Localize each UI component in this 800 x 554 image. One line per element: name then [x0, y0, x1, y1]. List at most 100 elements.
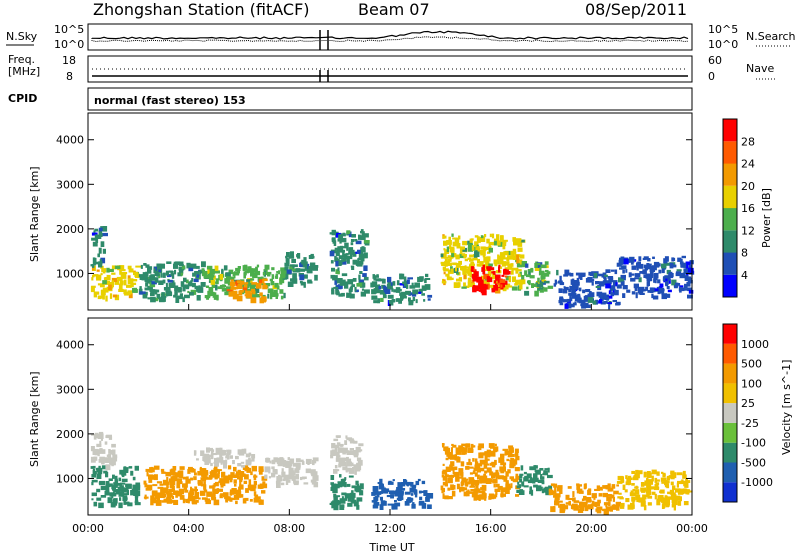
- scatter-cell: [511, 450, 514, 453]
- scatter-cell: [411, 503, 416, 509]
- scatter-cell: [656, 471, 660, 476]
- scatter-cell: [154, 289, 158, 295]
- scatter-cell: [450, 467, 453, 471]
- scatter-cell: [190, 477, 194, 481]
- scatter-cell: [447, 487, 451, 491]
- scatter-cell: [182, 476, 187, 480]
- scatter-cell: [688, 264, 693, 269]
- scatter-cell: [643, 256, 649, 260]
- scatter-cell: [494, 474, 500, 477]
- scatter-cell: [496, 238, 500, 244]
- scatter-cell: [629, 256, 635, 263]
- scatter-cell: [203, 274, 209, 279]
- scatter-cell: [567, 272, 571, 276]
- scatter-cell: [209, 471, 214, 475]
- scatter-cell: [533, 473, 538, 479]
- scatter-cell: [169, 481, 175, 485]
- scatter-cell: [357, 459, 363, 466]
- scatter-cell: [355, 469, 361, 472]
- scatter-cell: [505, 275, 511, 281]
- scatter-cell: [410, 493, 414, 496]
- scatter-cell: [470, 266, 474, 272]
- scatter-cell: [98, 481, 105, 485]
- scatter-cell: [649, 270, 654, 277]
- scatter-cell: [250, 270, 254, 277]
- scatter-cell: [364, 233, 369, 238]
- scatter-cell: [671, 257, 675, 262]
- scatter-cell: [515, 268, 519, 274]
- scatter-cell: [673, 498, 676, 502]
- scatter-cell: [170, 471, 176, 476]
- scatter-cell: [239, 484, 244, 490]
- scatter-cell: [237, 476, 242, 480]
- scatter-cell: [312, 457, 319, 462]
- scatter-cell: [483, 274, 490, 280]
- scatter-cell: [146, 471, 149, 477]
- scatter-cell: [688, 289, 694, 294]
- scatter-cell: [359, 490, 364, 496]
- scatter-cell: [300, 268, 306, 272]
- scatter-cell: [652, 295, 659, 300]
- scatter-cell: [473, 488, 479, 494]
- scatter-cell: [472, 458, 475, 462]
- scatter-cell: [481, 275, 484, 281]
- scatter-cell: [455, 254, 460, 260]
- scatter-cell: [166, 482, 169, 489]
- scatter-cell: [251, 454, 256, 459]
- scatter-cell: [441, 262, 446, 266]
- scatter-cell: [374, 285, 379, 291]
- scatter-cell: [467, 466, 474, 469]
- scatter-cell: [330, 455, 334, 459]
- scatter-cell: [479, 477, 482, 484]
- freq-label: Freq.: [8, 53, 35, 66]
- scatter-cell: [291, 278, 298, 284]
- scatter-cell: [559, 302, 564, 306]
- scatter-cell: [194, 271, 200, 275]
- scatter-cell: [106, 454, 110, 458]
- scatter-cell: [460, 246, 465, 250]
- scatter-cell: [253, 481, 257, 486]
- scatter-cell: [134, 465, 139, 471]
- scatter-cell: [201, 468, 207, 474]
- scatter-cell: [242, 498, 247, 504]
- scatter-cell: [473, 271, 479, 277]
- scatter-cell: [654, 479, 660, 482]
- scatter-cell: [488, 247, 493, 253]
- scatter-cell: [130, 470, 134, 476]
- scatter-cell: [582, 289, 586, 294]
- freq-strip: Freq. [MHz] 18 8 60 0 Nave: [8, 53, 776, 83]
- scatter-cell: [225, 479, 230, 484]
- scatter-cell: [356, 462, 360, 469]
- scatter-cell: [543, 272, 550, 277]
- scatter-cell: [475, 483, 479, 489]
- scatter-cell: [461, 286, 467, 289]
- scatter-cell: [165, 282, 168, 287]
- scatter-cell: [128, 268, 134, 273]
- scatter-cell: [588, 504, 594, 510]
- scatter-cell: [120, 273, 127, 279]
- scatter-cell: [161, 265, 164, 269]
- scatter-cell: [185, 279, 189, 284]
- scatter-cell: [230, 279, 234, 282]
- scatter-cell: [154, 277, 159, 283]
- scatter-cell: [174, 472, 180, 478]
- scatter-cell: [463, 451, 467, 455]
- scatter-cell: [91, 492, 97, 497]
- scatter-cell: [313, 265, 319, 268]
- scatter-cell: [619, 497, 624, 500]
- scatter-cell: [196, 286, 203, 292]
- scatter-cell: [264, 474, 268, 479]
- scatter-cell: [424, 284, 431, 290]
- scatter-cell: [303, 264, 307, 267]
- scatter-cell: [99, 448, 103, 454]
- scatter-cell: [568, 288, 572, 293]
- scatter-cell: [258, 279, 265, 284]
- scatter-cell: [643, 264, 648, 269]
- scatter-cell: [340, 462, 347, 467]
- scatter-cell: [465, 466, 470, 470]
- scatter-cell: [515, 456, 520, 461]
- scatter-cell: [178, 269, 184, 274]
- nave-top-tick: 60: [708, 54, 722, 67]
- colorbar-tick-label: -1000: [741, 476, 773, 489]
- scatter-cell: [500, 284, 503, 288]
